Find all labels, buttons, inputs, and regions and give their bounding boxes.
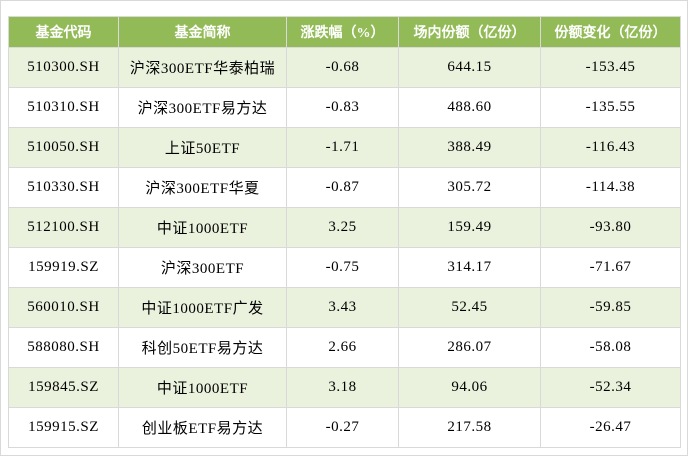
share-change-cell: -116.43: [540, 127, 681, 168]
table-body: 510300.SH 沪深300ETF华泰柏瑞 -0.68 644.15 -153.45 5…: [8, 47, 681, 448]
fund-code-cell: 560010.SH: [8, 287, 119, 328]
change-pct-cell: -0.87: [286, 167, 399, 208]
fund-name-cell: 科创50ETF易方达: [118, 327, 287, 368]
share-change-cell: -135.55: [540, 87, 681, 128]
table-row: 512100.SH 中证1000ETF 3.25 159.49 -93.80: [8, 207, 681, 248]
column-header-3: 场内份额（亿份）: [398, 16, 541, 48]
shares-cell: 286.07: [398, 327, 541, 368]
column-header-4: 份额变化（亿份）: [540, 16, 681, 48]
fund-name-cell: 创业板ETF易方达: [118, 407, 287, 448]
change-pct-cell: 3.18: [286, 367, 399, 408]
fund-code-cell: 510050.SH: [8, 127, 119, 168]
fund-code-cell: 510310.SH: [8, 87, 119, 128]
column-header-1: 基金简称: [118, 16, 287, 48]
change-pct-cell: -0.27: [286, 407, 399, 448]
fund-code-cell: 159919.SZ: [8, 247, 119, 288]
fund-code-cell: 159845.SZ: [8, 367, 119, 408]
share-change-cell: -26.47: [540, 407, 681, 448]
shares-cell: 314.17: [398, 247, 541, 288]
shares-cell: 94.06: [398, 367, 541, 408]
fund-name-cell: 中证1000ETF广发: [118, 287, 287, 328]
shares-cell: 644.15: [398, 47, 541, 88]
shares-cell: 159.49: [398, 207, 541, 248]
table-row: 159915.SZ 创业板ETF易方达 -0.27 217.58 -26.47: [8, 407, 681, 448]
fund-name-cell: 沪深300ETF易方达: [118, 87, 287, 128]
fund-name-cell: 中证1000ETF: [118, 207, 287, 248]
change-pct-cell: 2.66: [286, 327, 399, 368]
share-change-cell: -153.45: [540, 47, 681, 88]
share-change-cell: -93.80: [540, 207, 681, 248]
column-header-2: 涨跌幅（%）: [286, 16, 399, 48]
fund-code-cell: 159915.SZ: [8, 407, 119, 448]
share-change-cell: -59.85: [540, 287, 681, 328]
change-pct-cell: -1.71: [286, 127, 399, 168]
share-change-cell: -58.08: [540, 327, 681, 368]
table-row: 510310.SH 沪深300ETF易方达 -0.83 488.60 -135.55: [8, 87, 681, 128]
share-change-cell: -52.34: [540, 367, 681, 408]
change-pct-cell: -0.75: [286, 247, 399, 288]
fund-name-cell: 沪深300ETF华泰柏瑞: [118, 47, 287, 88]
table-row: 560010.SH 中证1000ETF广发 3.43 52.45 -59.85: [8, 287, 681, 328]
fund-code-cell: 510300.SH: [8, 47, 119, 88]
fund-name-cell: 上证50ETF: [118, 127, 287, 168]
fund-name-cell: 沪深300ETF华夏: [118, 167, 287, 208]
change-pct-cell: 3.25: [286, 207, 399, 248]
share-change-cell: -71.67: [540, 247, 681, 288]
column-header-0: 基金代码: [8, 16, 119, 48]
fund-name-cell: 沪深300ETF: [118, 247, 287, 288]
shares-cell: 52.45: [398, 287, 541, 328]
fund-code-cell: 588080.SH: [8, 327, 119, 368]
change-pct-cell: 3.43: [286, 287, 399, 328]
table-header-row: 基金代码 基金简称 涨跌幅（%） 场内份额（亿份） 份额变化（亿份）: [8, 16, 681, 48]
fund-code-cell: 512100.SH: [8, 207, 119, 248]
shares-cell: 388.49: [398, 127, 541, 168]
table-row: 159845.SZ 中证1000ETF 3.18 94.06 -52.34: [8, 367, 681, 408]
shares-cell: 488.60: [398, 87, 541, 128]
table-row: 588080.SH 科创50ETF易方达 2.66 286.07 -58.08: [8, 327, 681, 368]
shares-cell: 305.72: [398, 167, 541, 208]
fund-flow-table: 基金代码 基金简称 涨跌幅（%） 场内份额（亿份） 份额变化（亿份） 510300.SH…: [8, 16, 681, 448]
table-row: 159919.SZ 沪深300ETF -0.75 314.17 -71.67: [8, 247, 681, 288]
shares-cell: 217.58: [398, 407, 541, 448]
change-pct-cell: -0.68: [286, 47, 399, 88]
table-row: 510300.SH 沪深300ETF华泰柏瑞 -0.68 644.15 -153.45: [8, 47, 681, 88]
share-change-cell: -114.38: [540, 167, 681, 208]
fund-name-cell: 中证1000ETF: [118, 367, 287, 408]
change-pct-cell: -0.83: [286, 87, 399, 128]
fund-code-cell: 510330.SH: [8, 167, 119, 208]
table-row: 510050.SH 上证50ETF -1.71 388.49 -116.43: [8, 127, 681, 168]
table-row: 510330.SH 沪深300ETF华夏 -0.87 305.72 -114.38: [8, 167, 681, 208]
